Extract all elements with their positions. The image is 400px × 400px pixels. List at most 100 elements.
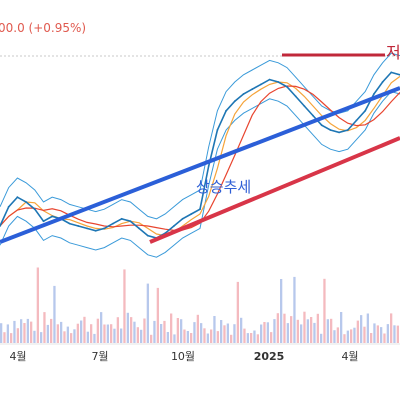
price-point xyxy=(346,129,349,131)
volume-bar xyxy=(243,328,246,343)
volume-bar xyxy=(393,325,396,343)
moving-averages xyxy=(0,75,400,237)
volume-bar xyxy=(380,327,383,343)
x-tick-label: 7월 xyxy=(91,350,108,363)
volume-bar xyxy=(23,323,26,343)
x-tick-label: 2025 xyxy=(254,350,285,363)
price-point xyxy=(381,81,384,83)
volume-bar xyxy=(293,276,296,343)
volume-bar xyxy=(383,333,386,343)
volume-bar xyxy=(63,331,66,343)
volume-bar xyxy=(143,318,146,343)
band-lower xyxy=(0,91,400,258)
price-point xyxy=(286,85,288,88)
price-point xyxy=(251,88,254,91)
volume-bar xyxy=(30,321,33,343)
price-point xyxy=(181,217,184,220)
volume-bar xyxy=(223,325,226,343)
support-line xyxy=(149,136,400,244)
price-point xyxy=(129,220,132,223)
volume-bar xyxy=(180,319,183,343)
volume-bar xyxy=(50,318,53,343)
price-point xyxy=(242,93,245,95)
volume-bar xyxy=(273,319,276,343)
volume-bar xyxy=(310,317,313,343)
volume-bar xyxy=(216,331,219,343)
volume-bar xyxy=(346,330,349,343)
volume-bar xyxy=(373,323,376,343)
price-point xyxy=(112,222,114,225)
volume-bar xyxy=(263,322,266,343)
volume-bar xyxy=(110,324,113,343)
volume-bar xyxy=(170,313,173,343)
price-point xyxy=(120,217,123,220)
price-point xyxy=(320,124,323,127)
volume-bar xyxy=(246,333,249,343)
x-tick-label: 4월 xyxy=(341,350,358,363)
volume-bar xyxy=(200,323,203,343)
volume-bar xyxy=(183,329,186,343)
volume-bar xyxy=(296,319,299,343)
volume-bar xyxy=(306,319,309,343)
volume-bar xyxy=(253,330,256,343)
volume-bar xyxy=(186,331,189,343)
volume-bar xyxy=(330,318,333,343)
volume-bar xyxy=(220,320,223,343)
volume-bar xyxy=(43,312,46,343)
volume-bar xyxy=(350,329,353,343)
price-point xyxy=(33,208,36,211)
volume-bar xyxy=(26,318,29,343)
volume-bars xyxy=(0,267,399,343)
volume-bar xyxy=(210,329,213,343)
price-point xyxy=(277,81,280,83)
volume-bar xyxy=(386,324,389,343)
volume-bar xyxy=(266,322,269,343)
volume-bar xyxy=(106,324,109,343)
volume-bar xyxy=(56,324,59,343)
volume-bar xyxy=(176,318,179,343)
volume-bar xyxy=(113,328,116,343)
x-tick-label: 4월 xyxy=(9,350,26,363)
volume-bar xyxy=(313,322,316,343)
volume-bar xyxy=(340,312,343,343)
volume-bar xyxy=(66,326,69,343)
volume-bar xyxy=(20,319,23,343)
volume-bar xyxy=(70,333,73,343)
x-axis-ticks: 4월 7월 10월 2025 4월 xyxy=(9,350,358,363)
price-point xyxy=(25,201,27,203)
volume-bar xyxy=(123,269,126,343)
volume-bar xyxy=(140,329,143,343)
price-point xyxy=(303,105,306,107)
volume-bar xyxy=(93,333,96,343)
volume-bar xyxy=(226,323,229,343)
volume-bar xyxy=(336,327,339,343)
volume-bar xyxy=(13,320,16,343)
price-point xyxy=(138,227,141,230)
price-point xyxy=(355,119,358,122)
price-point xyxy=(103,227,106,230)
price-point xyxy=(329,129,332,131)
volume-bar xyxy=(103,324,106,343)
volume-bar xyxy=(286,323,289,343)
volume-bar xyxy=(60,321,63,343)
volume-bar xyxy=(323,278,326,343)
price-point xyxy=(294,95,297,98)
volume-bar xyxy=(156,287,159,343)
volume-bar xyxy=(10,333,13,343)
volume-bar xyxy=(366,313,369,343)
volume-bar xyxy=(260,324,263,343)
volume-bar xyxy=(196,314,199,343)
price-point xyxy=(94,229,97,232)
price-point xyxy=(225,109,228,112)
price-point xyxy=(146,234,149,237)
volume-bar xyxy=(136,327,139,343)
price-change-label: 00.0 (+0.95%) xyxy=(0,21,86,35)
volume-bar xyxy=(166,332,169,343)
uptrend-line xyxy=(0,86,400,244)
volume-bar xyxy=(126,312,129,343)
volume-bar xyxy=(250,333,253,343)
volume-bar xyxy=(233,324,236,343)
volume-bar xyxy=(333,330,336,343)
volume-bar xyxy=(270,332,273,343)
